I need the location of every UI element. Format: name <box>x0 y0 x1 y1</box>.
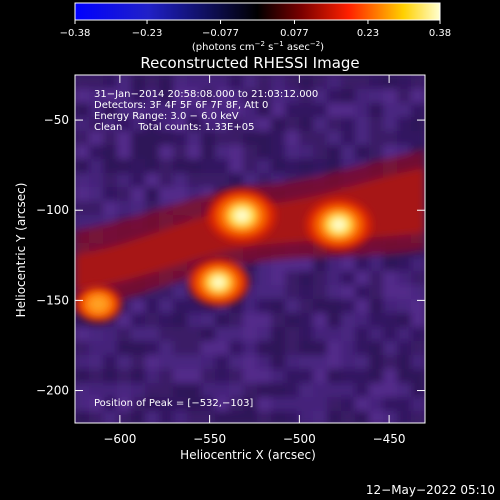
x-tick-label: −600 <box>103 432 136 446</box>
y-tick-label: −150 <box>36 293 69 307</box>
colorbar-tick-label: 0.38 <box>429 28 451 39</box>
info-block: 31−Jan−2014 20:58:08.000 to 21:03:12.000… <box>94 89 318 133</box>
y-tick-label: −100 <box>36 203 69 217</box>
colorbar-tick-label: 0.23 <box>357 28 379 39</box>
emission-source <box>306 199 372 251</box>
info-line: 31−Jan−2014 20:58:08.000 to 21:03:12.000 <box>94 89 318 100</box>
colorbar-tick-label: 0.077 <box>280 28 309 39</box>
chart-title: Reconstructed RHESSI Image <box>140 54 359 72</box>
colorbar-ticks: −0.38 −0.23 −0.077 0.077 0.23 0.38 <box>60 20 451 39</box>
y-tick-label: −200 <box>36 384 69 398</box>
info-line: Detectors: 3F 4F 5F 6F 7F 8F, Att 0 <box>94 100 268 111</box>
x-tick-label: −450 <box>373 432 406 446</box>
peak-position: Position of Peak = [−532,−103] <box>94 398 253 409</box>
colorbar <box>74 2 441 21</box>
info-line: Clean Total counts: 1.33E+05 <box>94 122 254 133</box>
x-axis-ticks: −600 −550 −500 −450 <box>103 75 406 446</box>
colorbar-tick-label: −0.077 <box>202 28 239 39</box>
x-tick-label: −550 <box>193 432 226 446</box>
x-axis-label: Heliocentric X (arcsec) <box>180 448 316 462</box>
y-tick-label: −50 <box>44 113 69 127</box>
x-tick-label: −500 <box>283 432 316 446</box>
colorbar-tick-label: −0.38 <box>60 28 91 39</box>
colorbar-label: (photons cm−2 s−1 asec−2) <box>192 40 324 53</box>
y-axis-label: Heliocentric Y (arcsec) <box>14 183 28 318</box>
info-line: Energy Range: 3.0 − 6.0 keV <box>94 111 239 122</box>
image-area <box>75 75 425 423</box>
colorbar-tick-label: −0.23 <box>132 28 163 39</box>
plot-frame <box>74 74 426 424</box>
emission-source <box>75 286 122 322</box>
emission-source <box>188 259 249 306</box>
y-axis-ticks: −50 −100 −150 −200 <box>36 113 425 398</box>
emission-sources <box>75 189 372 322</box>
footer-date: 12−May−2022 05:10 <box>366 483 495 497</box>
emission-source <box>208 189 276 243</box>
